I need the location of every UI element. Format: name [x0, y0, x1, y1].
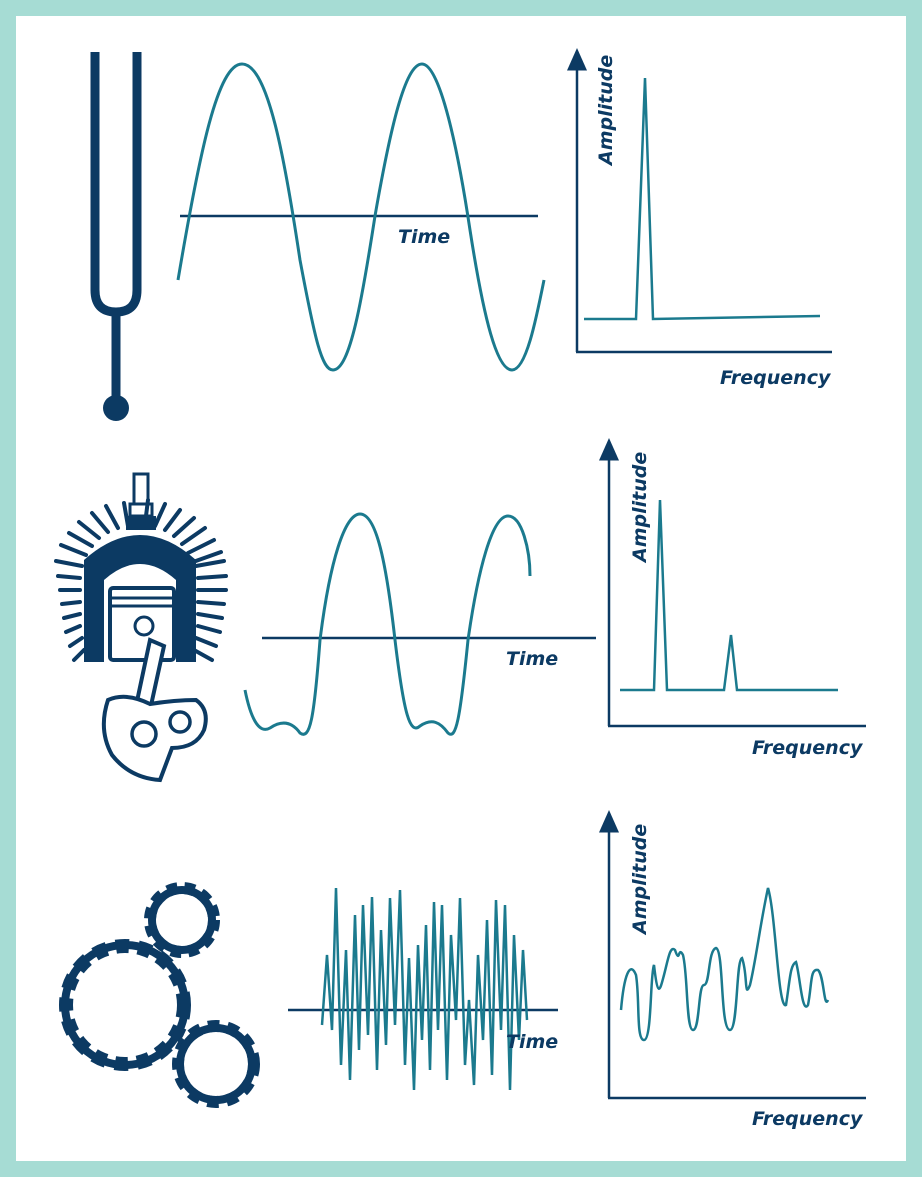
frequency-label-2: Frequency: [752, 737, 864, 759]
time-label-1: Time: [398, 226, 450, 248]
frequency-label-1: Frequency: [720, 367, 832, 389]
time-label-2: Time: [506, 648, 558, 670]
time-waveform-3: [320, 887, 529, 1091]
time-waveform-2: [243, 512, 532, 736]
amplitude-label-2: Amplitude: [629, 452, 651, 564]
row-1: Time Amplitude Frequency: [90, 48, 832, 421]
engine-piston-icon: [54, 472, 228, 783]
spectrum-line-2: [620, 499, 838, 692]
row-2: Time Amplitude Frequency: [54, 438, 866, 783]
time-label-3: Time: [506, 1031, 558, 1053]
amplitude-label-3: Amplitude: [629, 824, 651, 936]
small-gear-bottom-icon: [172, 1020, 260, 1108]
small-gear-top-icon: [144, 882, 220, 958]
time-waveform-1: [176, 62, 546, 372]
row-3: Time Amplitude Frequency: [59, 810, 866, 1130]
large-gear-icon: [59, 939, 191, 1071]
spectrum-line-1: [584, 77, 821, 321]
gears-icon: [59, 882, 260, 1108]
frequency-label-3: Frequency: [752, 1108, 864, 1130]
tuning-fork-icon: [90, 52, 142, 421]
spectrum-line-3: [619, 887, 830, 1042]
amplitude-label-1: Amplitude: [595, 55, 617, 167]
